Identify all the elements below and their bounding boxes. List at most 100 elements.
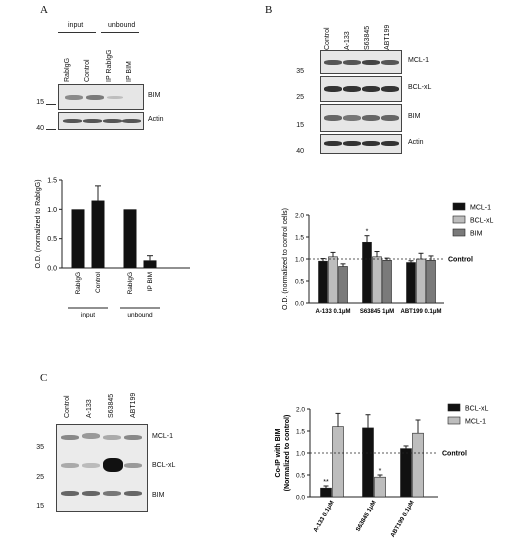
legend-swatch [452,202,466,211]
x-tick-label: A-133 0.1μM [313,500,336,533]
blot-band [381,141,399,146]
bar [374,476,386,498]
bar [71,209,85,268]
blot-band [103,458,123,472]
blot-band [324,141,342,146]
legend-label: MCL-1 [470,205,491,212]
blot-band [61,435,79,440]
blot-band [381,60,399,65]
group-unbound-label: unbound [108,22,136,29]
y-tick-label: 0.0 [295,301,304,308]
b-lane-label: A-133 [344,31,351,50]
bar [372,256,382,304]
x-tick-label: RabIgG [75,272,82,294]
x-tick-label: S63845 1μM [355,500,377,533]
group-label: input [81,312,95,318]
blot-band [124,463,142,468]
bar [400,448,412,498]
a-marker: 40 [36,125,44,132]
blot-band [381,86,399,92]
x-tick-label: A-133 0.1μM [315,309,350,315]
panel-c-chart: 0.0 0.5 1.0 1.5 2.0 Co-IP with BIM (Normalized… [275,403,488,539]
b-marker: 35 [296,68,304,75]
c-lane-label: Control [64,395,71,418]
group-input-line [58,32,96,33]
panel-a-letter: A [40,4,48,16]
bar [382,260,392,304]
reference-label: Control [448,257,473,264]
c-marker: 25 [36,474,44,481]
y-tick-label: 0.5 [295,279,304,286]
blot-band [63,119,82,123]
bar [143,260,157,268]
group-label: unbound [127,312,153,318]
b-blot-label: Actin [408,139,424,146]
b-marker: 15 [296,122,304,129]
significance-mark: * [366,229,369,236]
y-axis-label: (Normalized to control) [284,415,291,492]
legend-label: MCL-1 [465,419,486,426]
blot-band [362,86,380,92]
bar [332,426,344,498]
a-blot-label: BIM [148,92,161,99]
bar [426,260,436,304]
y-tick-label: 2.0 [295,213,304,220]
legend-swatch [447,416,461,425]
b-lane-label: S63845 [364,25,371,50]
y-tick-label: 1.5 [296,429,305,436]
x-tick-label: ABT199 0.1μM [390,500,416,539]
panel-a-chart: 0.0 0.5 1.0 1.5 O.D. (normalized to RabIgG) R… [35,178,190,318]
blot-band [82,491,100,496]
c-lane-label: ABT199 [130,392,137,418]
b-blot-mcl1 [320,50,402,74]
y-tick-label: 1.0 [295,257,304,264]
blot-band [82,433,100,439]
x-tick-label: RabIgG [127,272,134,294]
c-lane-label: S63845 [108,393,115,418]
b-blot-bclxl [320,76,402,102]
blot-band [82,463,100,468]
c-blot-label: BIM [152,492,165,499]
legend-label: BCL-xL [470,218,493,225]
blot-band [343,60,361,65]
blot-band [343,141,361,146]
a-lane-label: Control [84,59,91,82]
bar [412,432,424,498]
c-marker: 35 [36,444,44,451]
blot-band [103,435,121,440]
blot-band [124,491,142,496]
x-tick-label: Control [95,271,102,293]
blot-band [107,96,123,99]
bar [320,487,332,498]
legend-swatch [452,215,466,224]
blot-band [343,115,361,121]
b-blot-label: MCL-1 [408,57,430,64]
a-marker: 15 [36,99,44,106]
panel-b-chart: 0.0 0.5 1.0 1.5 2.0 O.D. (normalized to contr… [282,202,493,315]
bar [362,241,372,304]
y-tick-label: 0.5 [47,236,57,243]
a-blot-actin [58,112,144,130]
y-tick-label: 1.5 [295,235,304,242]
blot-band [324,86,342,92]
panel-b-letter: B [265,4,273,16]
legend-label: BCL-xL [465,406,488,413]
a-marker-tick [46,104,56,105]
b-lane-label: ABT199 [384,24,391,50]
reference-label: Control [442,451,467,458]
blot-band [362,141,380,146]
legend-swatch [447,403,461,412]
y-tick-label: 0.0 [296,495,305,502]
bar [328,256,338,304]
y-tick-label: 1.0 [296,451,305,458]
blot-band [61,463,79,468]
b-blot-actin [320,134,402,154]
blot-band [103,491,121,496]
blot-band [362,60,380,65]
significance-mark: * [379,468,382,475]
x-tick-label: S63845 1μM [360,309,394,315]
a-blot-label: Actin [148,116,164,123]
a-lane-label: IP RabIgG [106,49,113,82]
bar [318,260,328,304]
group-unbound-line [101,32,139,33]
